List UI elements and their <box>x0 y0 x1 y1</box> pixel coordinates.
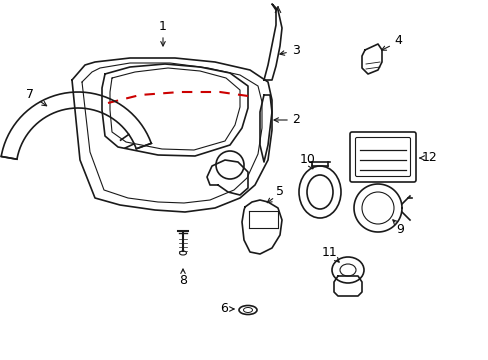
Text: 8: 8 <box>179 274 186 287</box>
Text: 6: 6 <box>220 301 227 315</box>
Text: 5: 5 <box>275 185 284 198</box>
Text: 11: 11 <box>322 246 337 258</box>
Text: 2: 2 <box>291 113 299 126</box>
Text: 1: 1 <box>159 19 166 32</box>
Text: 7: 7 <box>26 89 34 102</box>
Text: 4: 4 <box>393 33 401 46</box>
Text: 3: 3 <box>291 44 299 57</box>
Text: 12: 12 <box>421 152 437 165</box>
Text: 9: 9 <box>395 224 403 237</box>
Text: 10: 10 <box>300 153 315 166</box>
